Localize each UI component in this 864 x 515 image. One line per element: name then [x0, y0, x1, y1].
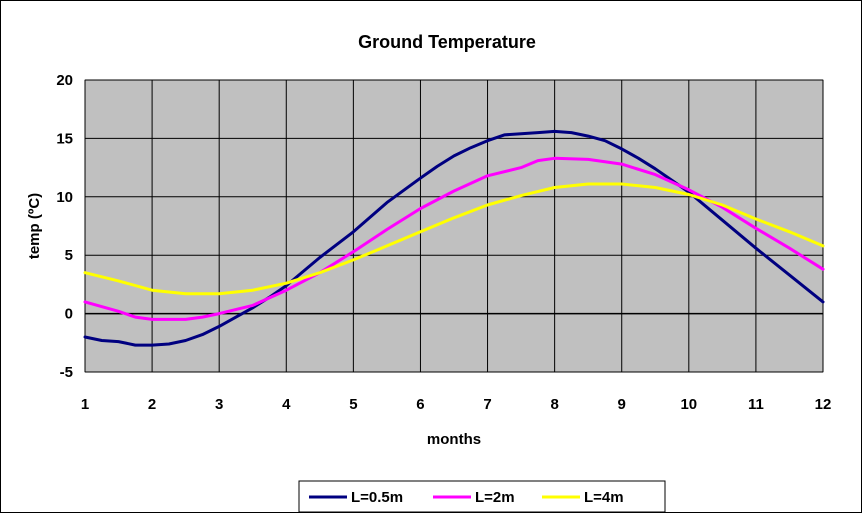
x-axis-label: months — [427, 431, 481, 448]
x-tick-label-2: 3 — [215, 396, 223, 413]
y-axis-label: temp (ºC) — [26, 193, 43, 259]
x-tick-label-1: 2 — [148, 396, 156, 413]
plot-area — [84, 79, 824, 373]
x-tick-label-11: 12 — [815, 396, 832, 413]
x-tick-label-0: 1 — [81, 396, 89, 413]
y-tick-labels: -5 0 5 10 15 20 — [56, 72, 73, 381]
x-tick-label-7: 8 — [550, 396, 558, 413]
x-tick-label-10: 11 — [748, 396, 764, 413]
y-tick-label-2: 5 — [65, 247, 73, 264]
series-lines — [83, 129, 825, 347]
x-tick-label-5: 6 — [416, 396, 424, 413]
x-tick-label-4: 5 — [349, 396, 357, 413]
legend-label-l-2m: L=2m — [475, 489, 515, 506]
x-tick-labels: 1 2 3 4 5 6 7 8 9 10 11 12 — [81, 396, 832, 413]
legend-label-l-0-5m: L=0.5m — [351, 489, 403, 506]
legend-label-l-4m: L=4m — [584, 489, 624, 506]
y-tick-label-5: 20 — [56, 72, 73, 89]
series-line-l-2m — [83, 156, 825, 321]
x-tick-label-9: 10 — [680, 396, 697, 413]
legend: L=0.5m L=2m L=4m — [298, 480, 666, 513]
y-tick-label-3: 10 — [56, 189, 73, 206]
y-tick-label-0: -5 — [60, 364, 73, 381]
x-tick-label-8: 9 — [618, 396, 626, 413]
y-tick-label-1: 0 — [65, 306, 73, 323]
series-line-l-4m — [83, 182, 825, 296]
chart-title: Ground Temperature — [358, 32, 536, 52]
y-tick-label-4: 15 — [56, 130, 73, 147]
x-tick-label-6: 7 — [483, 396, 491, 413]
x-tick-label-3: 4 — [282, 396, 291, 413]
legend-box — [298, 480, 666, 513]
series-line-l-0-5m — [83, 129, 825, 347]
